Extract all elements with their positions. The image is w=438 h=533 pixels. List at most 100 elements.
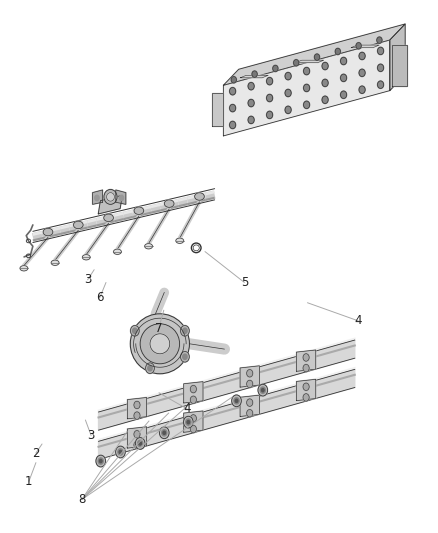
Circle shape	[96, 455, 106, 467]
Circle shape	[162, 430, 167, 436]
Polygon shape	[240, 395, 259, 416]
Ellipse shape	[131, 314, 189, 374]
Polygon shape	[127, 398, 147, 419]
Circle shape	[187, 421, 190, 424]
Circle shape	[261, 389, 264, 392]
Polygon shape	[92, 190, 102, 204]
Circle shape	[98, 458, 103, 464]
Circle shape	[322, 96, 328, 103]
Circle shape	[247, 409, 253, 417]
Polygon shape	[296, 60, 324, 63]
Circle shape	[190, 425, 196, 433]
Text: 3: 3	[84, 273, 91, 286]
Circle shape	[116, 446, 125, 458]
Text: 1: 1	[25, 475, 33, 488]
Text: 4: 4	[354, 314, 362, 327]
Circle shape	[303, 365, 309, 372]
Circle shape	[303, 383, 309, 391]
Circle shape	[247, 380, 253, 387]
Circle shape	[134, 401, 140, 409]
Polygon shape	[184, 382, 203, 403]
Circle shape	[273, 65, 278, 71]
Polygon shape	[99, 369, 355, 459]
Polygon shape	[297, 379, 316, 401]
Polygon shape	[240, 366, 259, 387]
Circle shape	[139, 442, 141, 445]
Circle shape	[340, 57, 346, 64]
Circle shape	[293, 60, 299, 66]
Ellipse shape	[51, 260, 59, 265]
Polygon shape	[240, 75, 268, 78]
Ellipse shape	[113, 249, 121, 254]
Circle shape	[378, 64, 384, 71]
Circle shape	[340, 74, 346, 82]
Text: 2: 2	[32, 447, 40, 459]
Circle shape	[260, 387, 265, 393]
Circle shape	[303, 394, 309, 401]
Circle shape	[230, 87, 236, 95]
Polygon shape	[223, 24, 405, 85]
Circle shape	[183, 328, 187, 334]
Ellipse shape	[164, 200, 174, 207]
Ellipse shape	[134, 207, 144, 214]
Circle shape	[231, 77, 237, 83]
Circle shape	[95, 195, 99, 200]
Circle shape	[322, 79, 328, 87]
Ellipse shape	[150, 334, 170, 354]
Circle shape	[359, 52, 365, 60]
Polygon shape	[99, 340, 355, 430]
Ellipse shape	[104, 214, 113, 222]
Circle shape	[248, 83, 254, 90]
Polygon shape	[98, 195, 122, 214]
Circle shape	[148, 366, 152, 371]
Circle shape	[119, 195, 124, 200]
Circle shape	[138, 440, 143, 447]
Circle shape	[234, 398, 239, 404]
Ellipse shape	[145, 244, 152, 249]
Text: 3: 3	[88, 429, 95, 442]
Circle shape	[135, 438, 145, 449]
Circle shape	[285, 106, 291, 114]
Circle shape	[322, 62, 328, 70]
Circle shape	[235, 399, 238, 402]
Circle shape	[99, 459, 102, 463]
Ellipse shape	[74, 221, 83, 229]
Text: 5: 5	[241, 276, 248, 289]
Circle shape	[118, 449, 123, 455]
Circle shape	[377, 37, 382, 43]
Polygon shape	[297, 350, 316, 372]
Circle shape	[159, 427, 169, 439]
Ellipse shape	[194, 193, 204, 200]
Circle shape	[356, 43, 361, 49]
Circle shape	[303, 354, 309, 361]
Circle shape	[247, 369, 253, 377]
Circle shape	[267, 77, 273, 85]
Ellipse shape	[20, 265, 28, 271]
Circle shape	[304, 101, 310, 109]
Circle shape	[119, 450, 122, 454]
Circle shape	[252, 71, 257, 77]
Circle shape	[267, 111, 273, 119]
Ellipse shape	[104, 189, 117, 204]
Circle shape	[285, 89, 291, 96]
Ellipse shape	[106, 192, 114, 201]
Circle shape	[335, 49, 340, 55]
Polygon shape	[390, 24, 405, 91]
Circle shape	[304, 84, 310, 92]
Circle shape	[340, 91, 346, 99]
Circle shape	[378, 47, 384, 55]
Circle shape	[285, 72, 291, 80]
Text: 4: 4	[183, 402, 191, 415]
Circle shape	[190, 385, 196, 393]
Ellipse shape	[43, 228, 53, 236]
Circle shape	[378, 81, 384, 88]
Circle shape	[248, 116, 254, 124]
Polygon shape	[127, 427, 147, 448]
Circle shape	[258, 384, 268, 396]
Circle shape	[133, 328, 137, 334]
Ellipse shape	[176, 238, 184, 244]
Circle shape	[359, 86, 365, 93]
Circle shape	[190, 415, 196, 422]
Circle shape	[180, 326, 189, 336]
Circle shape	[184, 416, 193, 428]
